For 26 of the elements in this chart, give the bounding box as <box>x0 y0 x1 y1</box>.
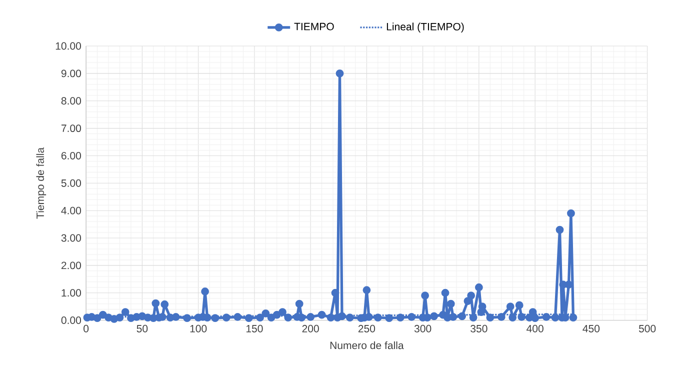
x-tick-label: 150 <box>246 325 263 333</box>
y-tick-label: 7.00 <box>61 124 82 132</box>
y-tick-label: 9.00 <box>61 70 82 78</box>
x-tick-label: 400 <box>526 325 544 333</box>
x-tick-label: 250 <box>358 325 376 333</box>
x-tick-label: 300 <box>414 325 432 333</box>
x-tick-label: 450 <box>582 325 600 333</box>
y-axis-title: Tiempo de falla <box>36 148 46 219</box>
x-tick-label: 50 <box>136 325 148 333</box>
legend-label: Lineal (TIEMPO) <box>386 22 464 33</box>
x-tick-label: 350 <box>470 325 488 333</box>
legend-label: TIEMPO <box>294 23 334 30</box>
x-tick-label: 100 <box>190 325 207 333</box>
x-axis-title: Numero de falla <box>330 342 404 350</box>
x-tick-label: 0 <box>84 325 89 333</box>
y-tick-label: 6.00 <box>61 152 82 160</box>
y-tick-label: 0.00 <box>61 316 82 324</box>
x-tick-label: 200 <box>302 325 319 333</box>
y-tick-label: 4.00 <box>61 207 82 215</box>
y-tick-label: 1.00 <box>62 289 82 297</box>
y-tick-label: 3.00 <box>61 234 82 242</box>
y-tick-label: 2.00 <box>61 262 82 270</box>
y-tick-label: 8.00 <box>61 97 82 105</box>
y-tick-label: 5.00 <box>61 180 82 188</box>
y-tick-label: 10.00 <box>56 42 82 50</box>
x-tick-label: 500 <box>638 325 656 333</box>
